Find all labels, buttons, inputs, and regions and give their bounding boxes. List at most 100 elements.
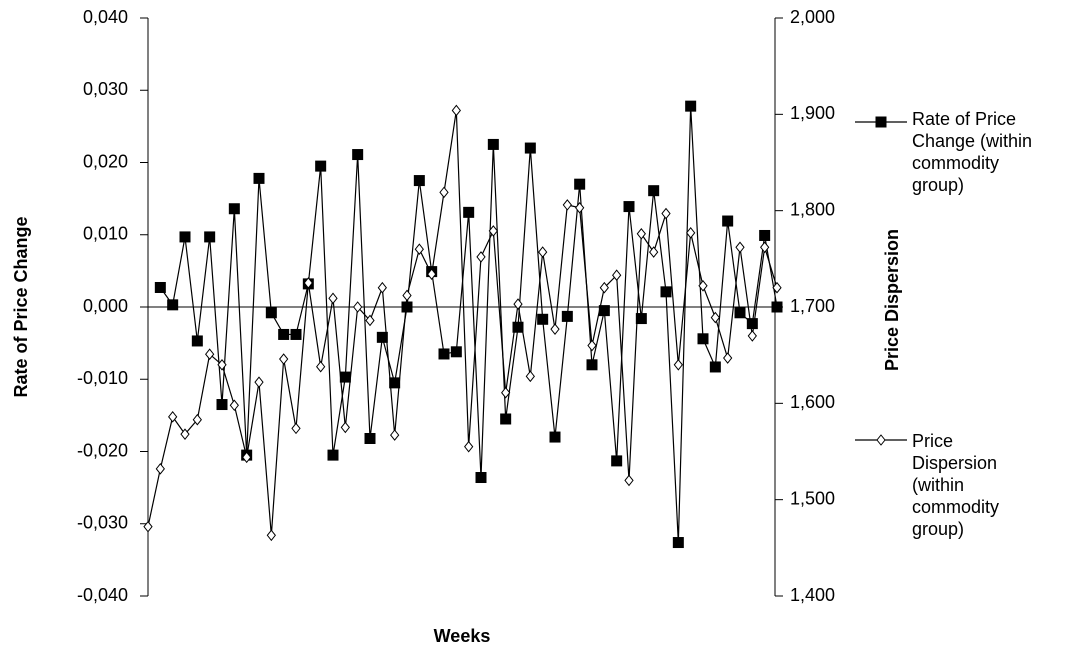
marker bbox=[402, 289, 412, 302]
marker bbox=[340, 421, 350, 434]
y2-tick-label: 1,600 bbox=[790, 392, 835, 412]
x-axis-title: Weeks bbox=[434, 626, 491, 646]
marker bbox=[586, 359, 598, 371]
marker bbox=[611, 455, 623, 467]
marker bbox=[451, 104, 461, 117]
marker bbox=[265, 307, 277, 319]
y2-tick-label: 1,900 bbox=[790, 103, 835, 123]
marker bbox=[155, 463, 165, 475]
marker bbox=[488, 225, 498, 237]
marker bbox=[673, 358, 683, 371]
marker bbox=[635, 313, 647, 325]
marker bbox=[279, 353, 289, 365]
marker bbox=[377, 281, 387, 294]
legend-marker bbox=[875, 116, 887, 128]
marker bbox=[561, 310, 573, 322]
y-tick-label: -0,020 bbox=[77, 440, 128, 460]
marker bbox=[734, 307, 746, 319]
marker bbox=[315, 160, 327, 172]
y-tick-label: 0,010 bbox=[83, 224, 128, 244]
marker bbox=[352, 149, 364, 161]
marker bbox=[463, 206, 475, 218]
marker bbox=[549, 431, 561, 443]
marker bbox=[216, 399, 228, 411]
marker bbox=[598, 305, 610, 317]
marker bbox=[438, 348, 450, 360]
marker bbox=[475, 472, 487, 484]
marker bbox=[710, 311, 720, 324]
marker bbox=[746, 318, 758, 330]
marker bbox=[303, 277, 313, 289]
marker bbox=[179, 231, 191, 243]
marker bbox=[772, 281, 782, 294]
marker bbox=[624, 474, 634, 487]
marker bbox=[672, 537, 684, 549]
marker bbox=[217, 358, 227, 371]
marker bbox=[168, 411, 178, 423]
marker bbox=[464, 440, 474, 453]
marker bbox=[722, 215, 734, 227]
marker bbox=[376, 331, 388, 343]
marker bbox=[339, 371, 351, 383]
marker bbox=[501, 386, 511, 399]
marker bbox=[291, 422, 301, 435]
marker bbox=[427, 268, 437, 281]
marker bbox=[389, 377, 401, 389]
marker bbox=[698, 280, 708, 292]
y-tick-label: -0,010 bbox=[77, 368, 128, 388]
marker bbox=[450, 346, 462, 358]
marker bbox=[328, 292, 338, 305]
marker bbox=[316, 360, 326, 373]
marker bbox=[204, 231, 216, 243]
marker bbox=[278, 328, 290, 340]
marker bbox=[759, 229, 771, 241]
marker bbox=[636, 227, 646, 240]
y-tick-label: -0,030 bbox=[77, 513, 128, 533]
marker bbox=[685, 100, 697, 112]
marker bbox=[697, 333, 709, 345]
y2-tick-label: 1,700 bbox=[790, 296, 835, 316]
y-tick-label: 0,000 bbox=[83, 296, 128, 316]
legend-marker bbox=[876, 434, 886, 446]
y-tick-label: 0,030 bbox=[83, 79, 128, 99]
marker bbox=[537, 313, 549, 325]
y-tick-label: -0,040 bbox=[77, 585, 128, 605]
marker bbox=[154, 281, 166, 293]
marker bbox=[575, 201, 585, 214]
marker bbox=[709, 361, 721, 373]
marker bbox=[353, 301, 363, 313]
y2-tick-label: 1,500 bbox=[790, 488, 835, 508]
marker bbox=[143, 520, 153, 533]
marker bbox=[686, 227, 696, 239]
marker bbox=[723, 352, 733, 364]
marker bbox=[538, 246, 548, 258]
marker bbox=[562, 199, 572, 211]
marker bbox=[476, 251, 486, 263]
y2-tick-label: 1,400 bbox=[790, 585, 835, 605]
marker bbox=[661, 207, 671, 220]
y-tick-label: 0,040 bbox=[83, 7, 128, 27]
marker bbox=[648, 185, 660, 197]
marker bbox=[414, 243, 424, 256]
marker bbox=[587, 339, 597, 352]
marker bbox=[242, 451, 252, 464]
marker bbox=[253, 172, 265, 184]
series-line bbox=[159, 106, 778, 543]
marker bbox=[771, 301, 783, 313]
marker bbox=[649, 246, 659, 258]
marker bbox=[599, 281, 609, 294]
y-tick-label: 0,020 bbox=[83, 151, 128, 171]
marker bbox=[192, 413, 202, 426]
legend-label: Rate of Price Change (within commodity g… bbox=[912, 109, 1033, 195]
marker bbox=[290, 328, 302, 340]
marker bbox=[500, 413, 512, 425]
marker bbox=[760, 241, 770, 254]
marker bbox=[228, 203, 240, 215]
marker bbox=[524, 142, 536, 154]
y2-axis-title: Price Dispersion bbox=[882, 229, 902, 371]
series-line bbox=[147, 110, 778, 536]
marker bbox=[266, 529, 276, 542]
marker bbox=[439, 186, 449, 199]
